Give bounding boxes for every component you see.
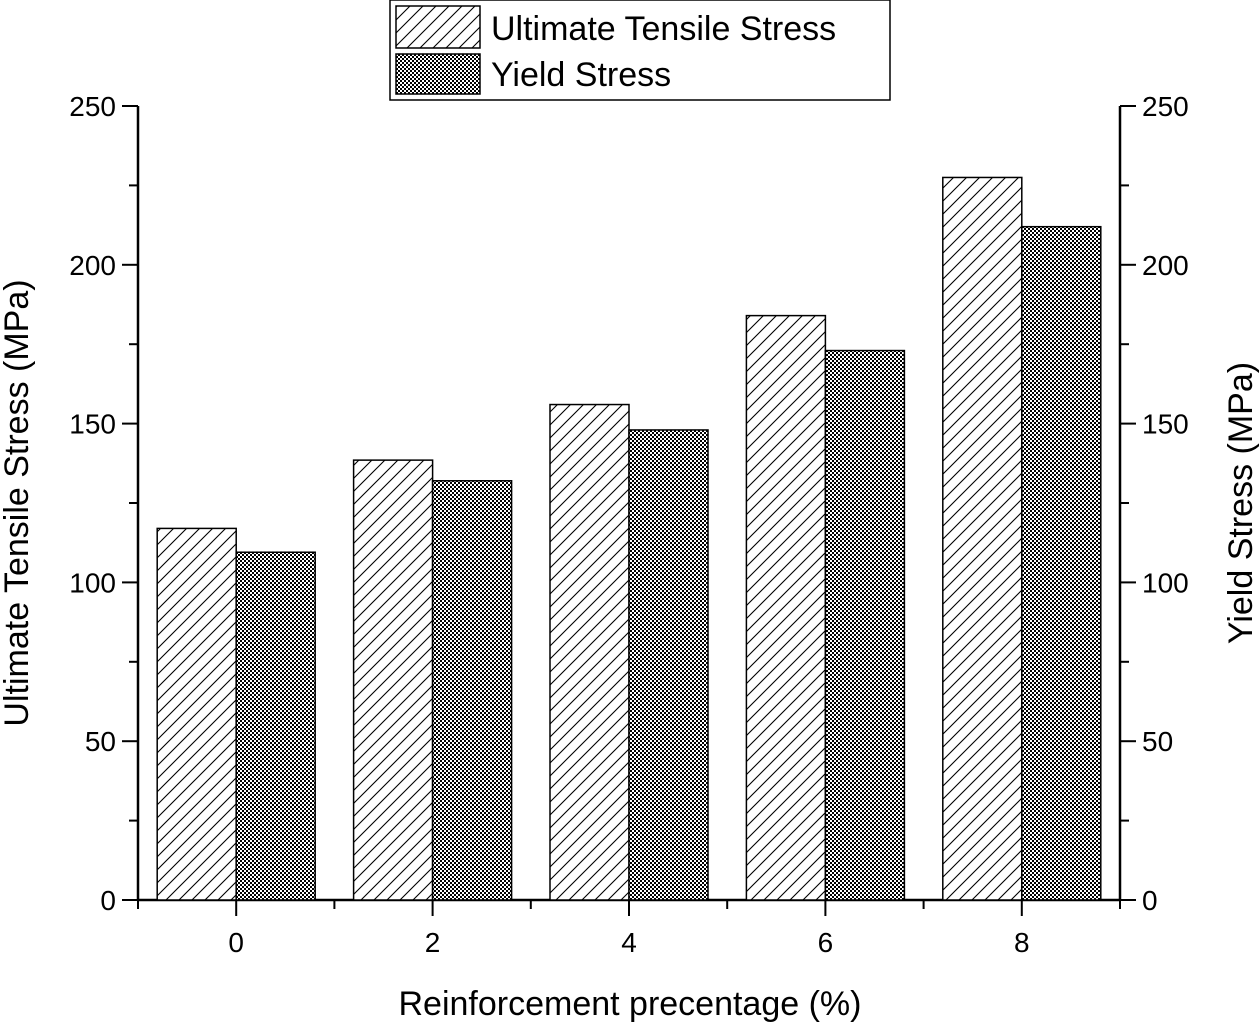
y-axis-title-right: Yield Stress (MPa)	[1222, 362, 1260, 644]
left-y-tick-label: 200	[69, 250, 116, 281]
right-y-tick-label: 100	[1142, 567, 1189, 598]
bar-ultimate-tensile-stress-0	[156, 527, 237, 901]
y-axis-title-left: Ultimate Tensile Stress (MPa)	[0, 279, 36, 726]
left-y-tick-label: 50	[85, 726, 116, 757]
left-y-tick-label: 250	[69, 91, 116, 122]
right-y-tick-label: 150	[1142, 409, 1189, 440]
right-y-ticks: 0 50 100 150 200 250	[1120, 91, 1189, 916]
legend-label-ultimate-tensile-stress: Ultimate Tensile Stress	[491, 10, 836, 48]
bar-yield-stress-4	[628, 429, 709, 901]
bar-ultimate-tensile-stress-4	[549, 403, 630, 901]
x-tick-label: 4	[621, 927, 637, 958]
bar-yield-stress-2	[431, 480, 513, 901]
x-tick-label: 6	[818, 927, 834, 958]
right-y-tick-label: 250	[1142, 91, 1189, 122]
left-y-tick-label: 100	[69, 567, 116, 598]
x-tick-label: 0	[228, 927, 244, 958]
legend-swatch-yield-stress	[395, 53, 481, 95]
bar-yield-stress-0	[235, 551, 316, 901]
x-tick-label: 8	[1014, 927, 1030, 958]
x-axis-title: Reinforcement precentage (%)	[398, 985, 861, 1023]
left-y-tick-label: 150	[69, 409, 116, 440]
bar-yield-stress-6	[824, 349, 906, 901]
bar-ultimate-tensile-stress-6	[745, 314, 827, 901]
right-y-tick-label: 200	[1142, 250, 1189, 281]
bars	[156, 176, 1102, 901]
bar-ultimate-tensile-stress-2	[352, 459, 434, 901]
legend: Ultimate Tensile Stress Yield Stress	[389, 0, 891, 101]
left-y-tick-label: 0	[100, 885, 116, 916]
legend-label-yield-stress: Yield Stress	[491, 56, 671, 94]
x-ticks: 0 2 4 6 8	[137, 900, 1121, 958]
left-y-ticks: 0 50 100 150 200 250	[69, 91, 138, 916]
bar-ultimate-tensile-stress-8	[942, 176, 1023, 901]
bar-yield-stress-8	[1021, 225, 1102, 901]
right-y-tick-label: 50	[1142, 726, 1173, 757]
x-tick-label: 2	[425, 927, 441, 958]
right-y-tick-label: 0	[1142, 885, 1158, 916]
legend-swatch-ultimate-tensile-stress	[395, 5, 481, 49]
